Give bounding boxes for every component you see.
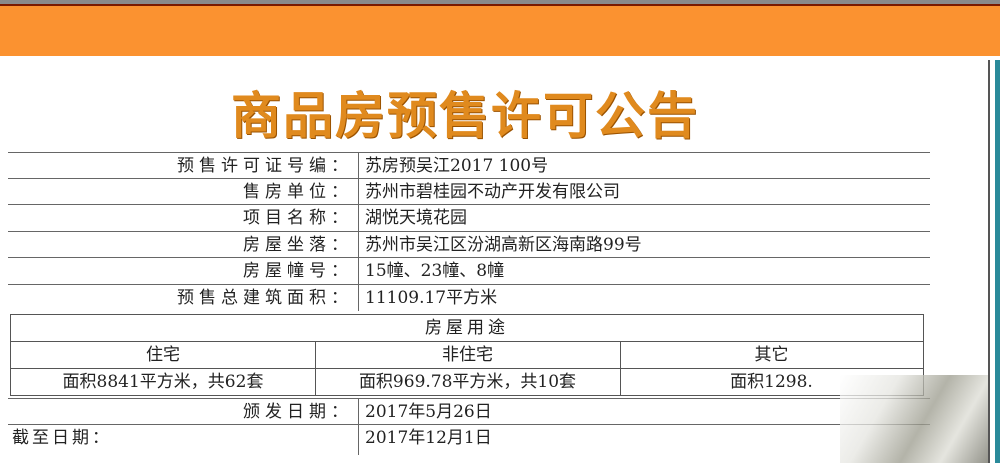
usage-header: 房屋用途 [425,318,509,338]
field-value: 苏州市吴江区汾湖高新区海南路99号 [358,232,642,258]
value-other: 面积1298. [730,372,813,392]
usage-column-headers: 住宅 非住宅 其它 [11,341,923,368]
top-border [0,0,1000,6]
field-value: 11109.17平方米 [358,285,497,311]
column-divider [315,342,316,395]
field-value: 2017年5月26日 [358,399,492,425]
field-row-issue-date: 颁发日期： 2017年5月26日 [8,398,930,425]
field-value: 苏房预吴江2017 100号 [358,153,548,179]
column-divider [620,342,621,395]
field-value: 2017年12月1日 [358,425,492,455]
field-row-buildings: 房屋幢号： 15幢、23幢、8幢 [8,257,930,284]
photo-overlay [840,375,990,463]
field-label: 项目名称： [243,208,353,228]
field-row-location: 房屋坐落： 苏州市吴江区汾湖高新区海南路99号 [8,231,930,258]
field-row-permit-no: 预售许可证号编： 苏房预吴江2017 100号 [8,152,930,179]
right-border [988,60,990,463]
header-band [0,6,1000,56]
field-label: 截至日期： [12,428,112,448]
window-edge [995,60,1000,463]
field-label: 房屋幢号： [243,261,353,281]
usage-values: 面积8841平方米，共62套 面积969.78平方米，共10套 面积1298. [11,368,923,395]
column-residential: 住宅 [146,345,180,365]
field-value: 湖悦天境花园 [358,205,467,231]
field-row-project: 项目名称： 湖悦天境花园 [8,204,930,231]
page-title: 商品房预售许可公告 [231,86,699,145]
field-row-seller: 售房单位： 苏州市碧桂园不动产开发有限公司 [8,178,930,205]
field-row-expiry-date: 截至日期： 2017年12月1日 [8,424,930,455]
value-non-residential: 面积969.78平方米，共10套 [358,372,577,392]
field-label: 预售许可证号编： [177,156,353,176]
field-label: 售房单位： [243,182,353,202]
field-label: 颁发日期： [243,402,353,422]
value-residential: 面积8841平方米，共62套 [62,372,264,392]
field-value: 15幢、23幢、8幢 [358,258,504,284]
field-label: 预售总建筑面积： [177,288,353,308]
field-row-total-area: 预售总建筑面积： 11109.17平方米 [8,284,930,311]
field-label: 房屋坐落： [243,235,353,255]
usage-table: 房屋用途 住宅 非住宅 其它 面积8841平方米，共62套 面积969.78平方… [10,314,924,396]
column-other: 其它 [754,345,789,365]
field-value: 苏州市碧桂园不动产开发有限公司 [358,179,620,205]
column-non-residential: 非住宅 [442,345,493,365]
